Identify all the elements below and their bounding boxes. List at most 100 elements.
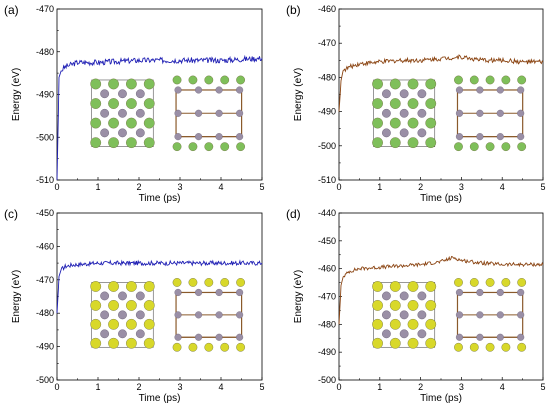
x-tick-label: 4 bbox=[500, 382, 505, 392]
outer-atom bbox=[425, 98, 437, 109]
x-tick-label: 5 bbox=[540, 382, 545, 392]
outer-atom bbox=[425, 78, 437, 90]
outer-atom bbox=[143, 337, 155, 349]
core-atom bbox=[417, 108, 427, 118]
y-tick-label: -470 bbox=[318, 38, 336, 48]
outer-atom bbox=[389, 337, 401, 349]
core-atom bbox=[417, 310, 427, 320]
surface-atom bbox=[172, 342, 182, 352]
outer-atom bbox=[425, 281, 437, 292]
slab-atom bbox=[455, 86, 464, 94]
outer-atom bbox=[389, 299, 401, 311]
outer-atom bbox=[90, 337, 102, 349]
x-tick-label: 5 bbox=[259, 382, 264, 392]
plot-frame bbox=[338, 212, 544, 381]
core-atom bbox=[382, 89, 391, 99]
outer-atom bbox=[407, 98, 419, 109]
x-tick-label: 1 bbox=[377, 382, 382, 392]
y-tick-label: -500 bbox=[36, 132, 54, 142]
surface-atom bbox=[469, 142, 479, 152]
slab-atom bbox=[236, 311, 244, 319]
outer-atom bbox=[389, 137, 401, 149]
slab-atom bbox=[215, 311, 223, 319]
slab-atom bbox=[517, 333, 525, 341]
surface-atom bbox=[454, 278, 463, 287]
slab-atom bbox=[455, 109, 464, 117]
slab-atom bbox=[174, 109, 182, 117]
y-tick-label: -460 bbox=[318, 264, 336, 274]
outer-atom bbox=[372, 78, 383, 90]
x-tick-label: 3 bbox=[177, 182, 182, 192]
x-tick-label: 0 bbox=[336, 382, 341, 392]
core-atom bbox=[135, 89, 145, 99]
surface-atom bbox=[220, 142, 230, 152]
plot-frame bbox=[56, 212, 263, 381]
y-tick-label: -490 bbox=[36, 342, 54, 352]
y-axis-title: Energy (eV) bbox=[293, 270, 304, 323]
surface-atom bbox=[204, 75, 214, 85]
core-atom bbox=[118, 89, 127, 99]
outer-atom bbox=[90, 281, 102, 292]
surface-atom bbox=[501, 75, 511, 85]
outer-atom bbox=[407, 337, 419, 349]
outer-atom bbox=[425, 299, 437, 311]
outer-atom bbox=[389, 78, 401, 90]
core-atom bbox=[417, 89, 427, 99]
outer-atom bbox=[407, 318, 419, 330]
x-tick-label: 0 bbox=[336, 182, 341, 192]
outer-atom bbox=[372, 137, 383, 149]
slab-atom bbox=[236, 133, 244, 141]
outer-atom bbox=[425, 137, 437, 149]
surface-atom bbox=[501, 342, 511, 352]
unit-cell-frame bbox=[373, 79, 436, 147]
outer-atom bbox=[108, 98, 119, 109]
outer-atom bbox=[126, 337, 137, 349]
core-atom bbox=[417, 329, 427, 339]
core-atom bbox=[135, 329, 145, 339]
outer-atom bbox=[425, 117, 437, 129]
slab-atom bbox=[517, 133, 525, 141]
x-tick-label: 0 bbox=[54, 182, 59, 192]
slab-atom bbox=[174, 288, 182, 297]
y-tick-label: -450 bbox=[36, 208, 54, 218]
slab-atom bbox=[496, 311, 504, 319]
core-atom bbox=[399, 89, 409, 99]
slab-atom bbox=[455, 288, 464, 297]
slab-atom bbox=[195, 109, 203, 117]
outer-atom bbox=[389, 117, 401, 129]
slab-atom bbox=[455, 333, 464, 341]
plot-frame bbox=[56, 8, 263, 181]
outer-atom bbox=[389, 281, 401, 292]
surface-atom bbox=[485, 142, 495, 152]
slab-atom bbox=[455, 133, 464, 141]
outer-atom bbox=[126, 299, 137, 311]
surface-atom bbox=[454, 342, 463, 352]
x-axis-title: Time (ps) bbox=[139, 393, 181, 404]
outer-atom bbox=[407, 281, 419, 292]
slab-atom bbox=[174, 133, 182, 141]
surface-atom bbox=[236, 75, 246, 85]
slab-atom bbox=[236, 109, 244, 117]
surface-atom bbox=[220, 342, 230, 352]
core-atom bbox=[399, 329, 409, 339]
panel-a: (a) 0 1 2 3 4 5 -470 -480 -490 -500 -510 Time (ps) En… bbox=[4, 3, 265, 204]
surface-atom bbox=[172, 278, 182, 287]
slab-atom bbox=[517, 288, 525, 297]
slab-atom bbox=[455, 311, 464, 319]
surface-atom bbox=[188, 75, 198, 85]
core-atom bbox=[100, 291, 110, 301]
x-axis-title: Time (ps) bbox=[420, 393, 462, 404]
outer-atom bbox=[425, 318, 437, 330]
surface-atom bbox=[220, 75, 230, 85]
outer-atom bbox=[143, 117, 155, 129]
y-tick-label: -480 bbox=[36, 47, 54, 57]
surface-atom bbox=[501, 142, 511, 152]
surface-atom bbox=[517, 278, 527, 287]
surface-atom bbox=[204, 278, 214, 287]
surface-atom bbox=[204, 342, 214, 352]
surface-atom bbox=[485, 278, 495, 287]
slab-atom bbox=[236, 333, 244, 341]
outer-atom bbox=[90, 98, 102, 109]
core-atom bbox=[118, 329, 127, 339]
